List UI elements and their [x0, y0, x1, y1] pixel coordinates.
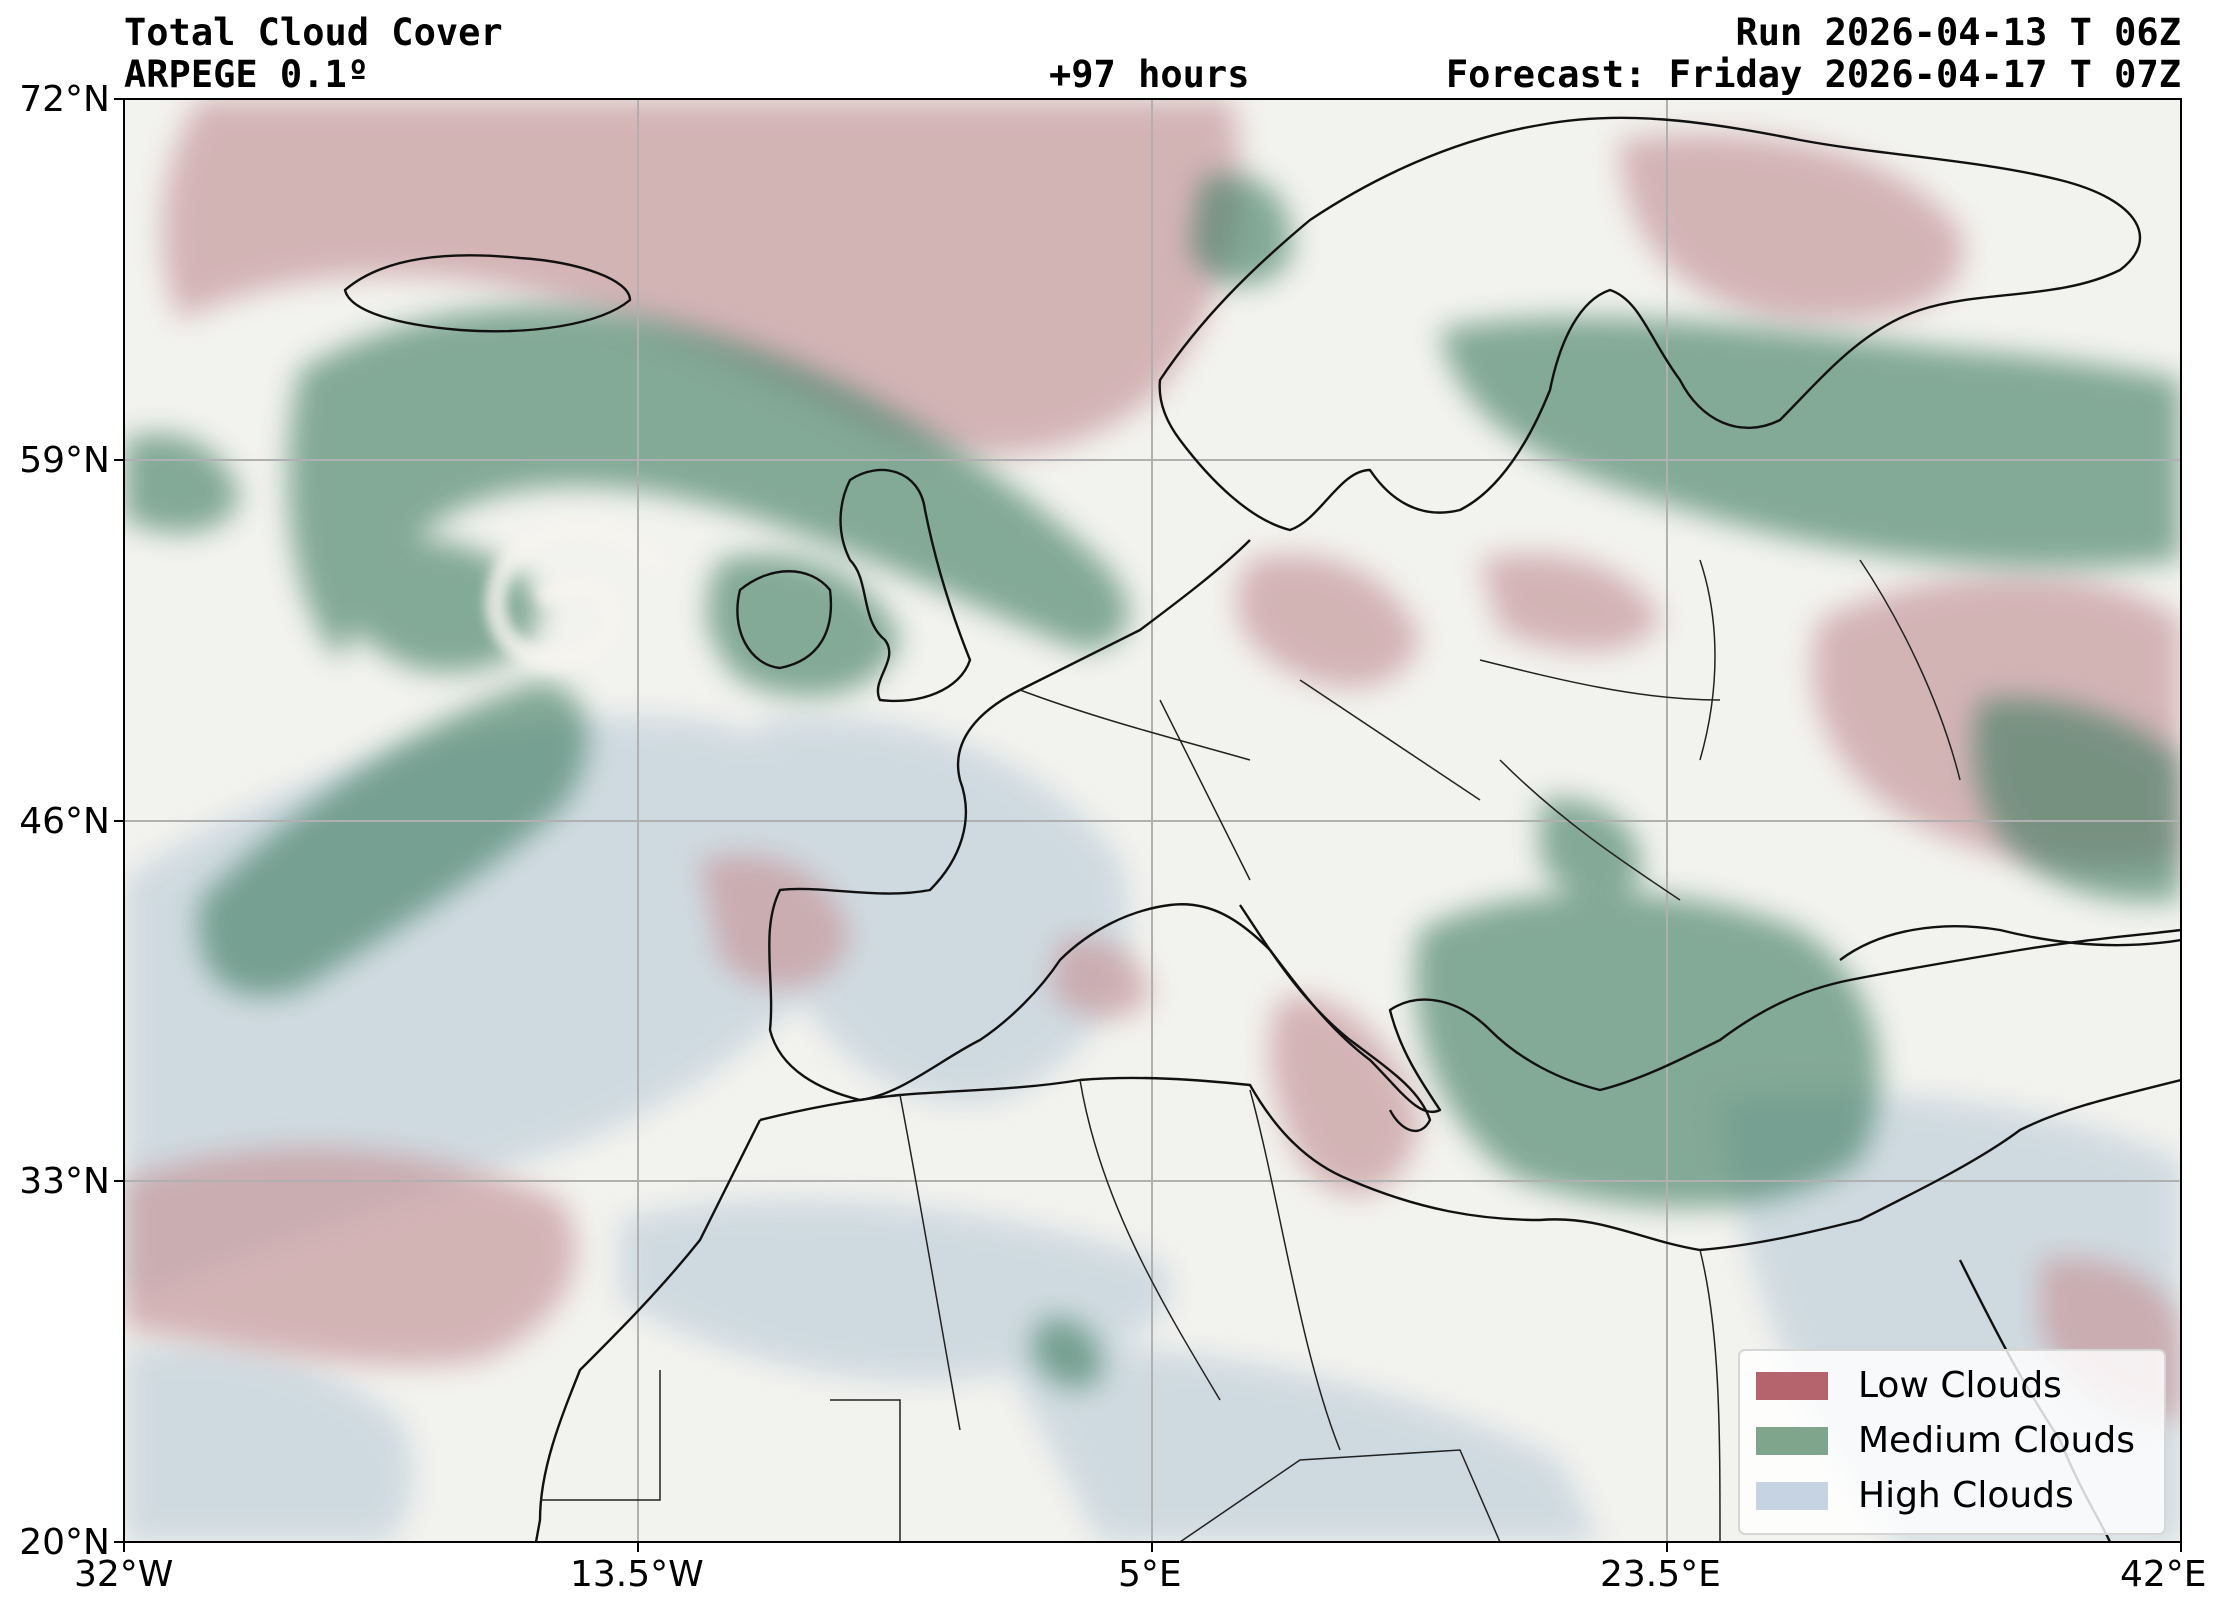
tick-marks: [114, 98, 2182, 1552]
legend-label: Low Clouds: [1858, 1365, 2062, 1406]
lat-tick-label: 20°N: [19, 1522, 110, 1563]
borders: [540, 559, 1961, 1542]
atlantic-africa-coast: [534, 1119, 762, 1542]
legend-item-high: High Clouds: [1756, 1473, 2074, 1519]
lon-tick-label: 5°E: [1118, 1554, 1182, 1595]
lon-tick-label: 13.5°W: [570, 1554, 704, 1595]
forecast-label: Forecast: Friday 2026-04-17 T 07Z: [1445, 53, 2181, 96]
lat-tick-label: 46°N: [19, 801, 110, 842]
model-label: ARPEGE 0.1º: [124, 53, 370, 96]
iceland-coast: [343, 254, 632, 333]
graticule: [124, 99, 2181, 1542]
medium-clouds-swatch: [1756, 1427, 1828, 1455]
ireland-coast: [736, 570, 833, 670]
lon-tick-label: 32°W: [74, 1554, 174, 1595]
legend: Low Clouds Medium Clouds High Clouds: [1738, 1349, 2166, 1535]
north-africa-coast: [759, 1076, 2181, 1252]
legend-item-medium: Medium Clouds: [1756, 1418, 2135, 1464]
low-clouds-swatch: [1756, 1372, 1828, 1400]
run-label: Run 2026-04-13 T 06Z: [1735, 11, 2181, 54]
continental-europe-coast: [768, 539, 2181, 1113]
lat-tick-label: 72°N: [19, 79, 110, 120]
scandinavia-coast: [1158, 116, 2142, 532]
map-title: Total Cloud Cover: [124, 11, 503, 54]
italy-coast: [1239, 904, 1432, 1132]
legend-item-low: Low Clouds: [1756, 1363, 2062, 1409]
legend-label: Medium Clouds: [1858, 1420, 2135, 1461]
black-sea-coast: [1839, 925, 2181, 961]
lon-tick-label: 42°E: [2120, 1554, 2207, 1595]
high-clouds-swatch: [1756, 1482, 1828, 1510]
legend-label: High Clouds: [1858, 1475, 2074, 1516]
storm-swirl: [485, 518, 670, 672]
medium-clouds-layer: [124, 174, 2181, 1389]
lat-tick-label: 59°N: [19, 440, 110, 481]
great-britain-coast: [839, 468, 972, 703]
lead-time-label: +97 hours: [1049, 53, 1250, 96]
lon-tick-label: 23.5°E: [1600, 1554, 1721, 1595]
lat-tick-label: 33°N: [19, 1161, 110, 1202]
